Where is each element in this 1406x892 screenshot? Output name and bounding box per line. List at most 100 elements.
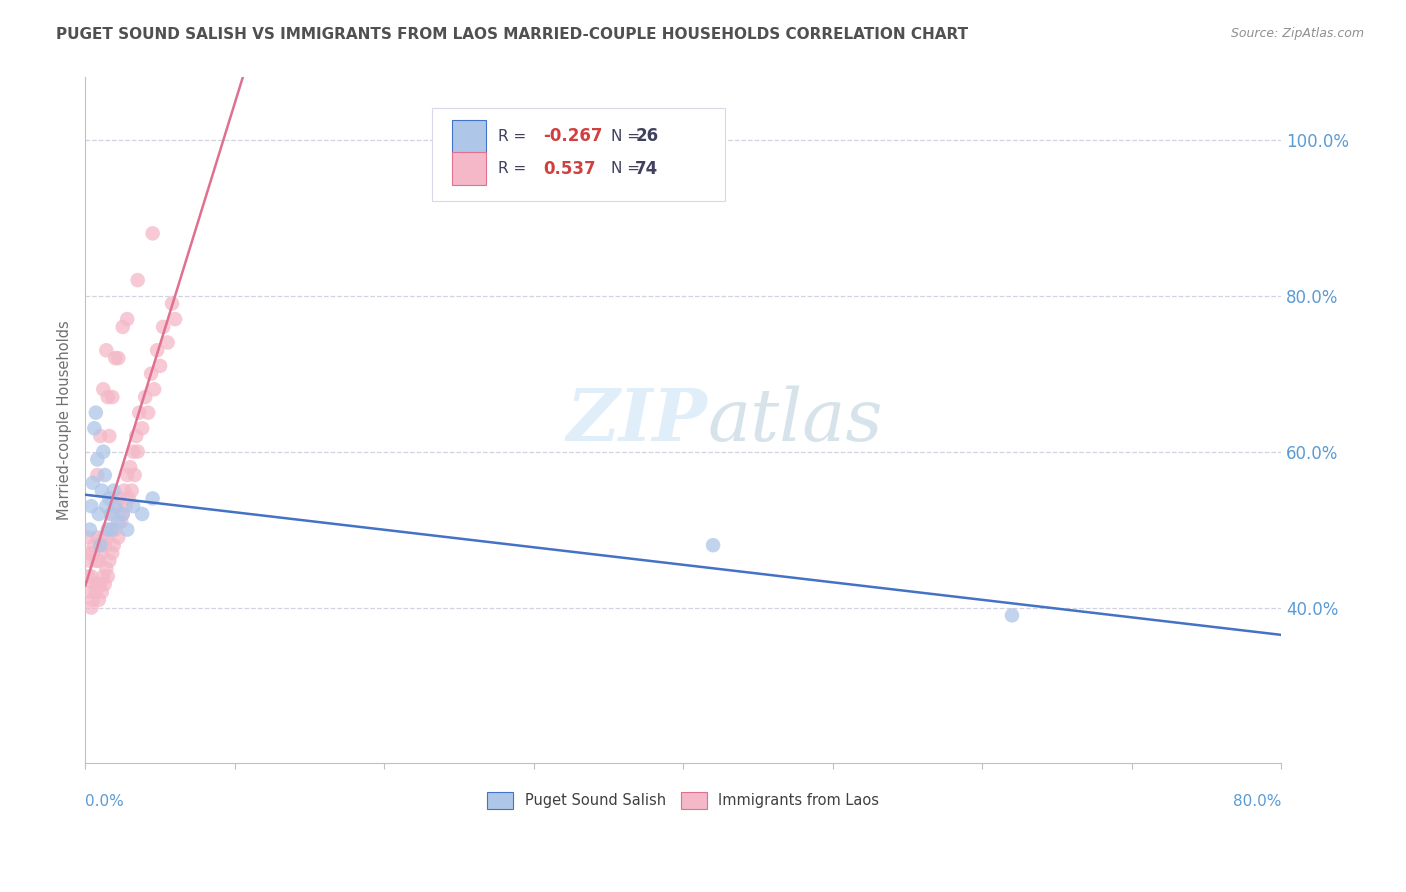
Text: R =: R = xyxy=(498,161,531,177)
Point xyxy=(94,577,117,591)
Point xyxy=(136,406,159,420)
Point xyxy=(97,523,120,537)
Point xyxy=(77,569,100,583)
Point xyxy=(98,554,121,568)
Point xyxy=(139,367,162,381)
Point xyxy=(114,499,136,513)
Point xyxy=(120,460,142,475)
Text: N =: N = xyxy=(612,129,645,144)
Point xyxy=(108,491,131,506)
Text: -0.267: -0.267 xyxy=(543,128,603,145)
Point xyxy=(90,546,112,560)
Point xyxy=(104,523,127,537)
Point xyxy=(94,538,117,552)
Text: N =: N = xyxy=(612,161,645,177)
Point xyxy=(115,468,138,483)
Point xyxy=(84,406,107,420)
Point xyxy=(105,499,128,513)
Point xyxy=(79,585,101,599)
Point xyxy=(97,569,120,583)
Point xyxy=(134,390,156,404)
Point xyxy=(101,546,124,560)
Text: 26: 26 xyxy=(636,128,658,145)
Point xyxy=(80,569,103,583)
Point xyxy=(91,444,114,458)
Point xyxy=(97,530,120,544)
Point xyxy=(124,468,146,483)
Point xyxy=(91,530,114,544)
Point xyxy=(89,538,111,552)
Point xyxy=(107,351,129,365)
Point xyxy=(104,499,127,513)
Point xyxy=(96,561,118,575)
Point xyxy=(156,335,179,350)
Point xyxy=(149,359,172,373)
Point xyxy=(86,530,108,544)
Point xyxy=(90,585,112,599)
Point xyxy=(111,507,134,521)
Point xyxy=(89,577,111,591)
Point xyxy=(112,483,135,498)
FancyBboxPatch shape xyxy=(453,153,486,186)
Point xyxy=(101,523,124,537)
Point xyxy=(87,592,110,607)
Point xyxy=(98,429,121,443)
Point xyxy=(104,351,127,365)
Point xyxy=(96,343,118,358)
Point xyxy=(1001,608,1024,623)
Point xyxy=(82,475,104,490)
Text: PUGET SOUND SALISH VS IMMIGRANTS FROM LAOS MARRIED-COUPLE HOUSEHOLDS CORRELATION: PUGET SOUND SALISH VS IMMIGRANTS FROM LA… xyxy=(56,27,969,42)
Point xyxy=(80,499,103,513)
Point xyxy=(87,554,110,568)
Text: atlas: atlas xyxy=(707,385,883,456)
Point xyxy=(103,538,125,552)
Point xyxy=(89,538,111,552)
Point xyxy=(82,546,104,560)
Point xyxy=(121,483,143,498)
Point xyxy=(83,421,105,435)
Point xyxy=(128,406,150,420)
Point xyxy=(142,227,165,241)
Point xyxy=(163,312,186,326)
Point xyxy=(76,546,98,560)
Point xyxy=(127,273,149,287)
Point xyxy=(111,319,134,334)
Text: 80.0%: 80.0% xyxy=(1233,795,1281,809)
Point xyxy=(131,421,153,435)
Point xyxy=(122,499,145,513)
Point xyxy=(79,554,101,568)
Point xyxy=(83,577,105,591)
Point xyxy=(94,468,117,483)
Point xyxy=(103,483,125,498)
Point xyxy=(100,507,122,521)
Point xyxy=(96,499,118,513)
Point xyxy=(87,507,110,521)
Point xyxy=(86,452,108,467)
Point xyxy=(86,577,108,591)
Point xyxy=(110,515,132,529)
Point xyxy=(97,390,120,404)
Point xyxy=(89,429,111,443)
Point xyxy=(91,569,114,583)
Point xyxy=(107,530,129,544)
Point xyxy=(82,592,104,607)
Text: 0.0%: 0.0% xyxy=(86,795,124,809)
Point xyxy=(77,530,100,544)
Point xyxy=(115,523,138,537)
Point xyxy=(122,444,145,458)
Point xyxy=(98,491,121,506)
FancyBboxPatch shape xyxy=(432,108,725,201)
Point xyxy=(83,538,105,552)
Text: Source: ZipAtlas.com: Source: ZipAtlas.com xyxy=(1230,27,1364,40)
Point xyxy=(101,390,124,404)
Text: ZIP: ZIP xyxy=(567,385,707,456)
Point xyxy=(86,468,108,483)
Legend: Puget Sound Salish, Immigrants from Laos: Puget Sound Salish, Immigrants from Laos xyxy=(481,786,886,814)
Point xyxy=(702,538,724,552)
Y-axis label: Married-couple Households: Married-couple Households xyxy=(58,320,72,520)
Point xyxy=(91,382,114,396)
Point xyxy=(160,296,183,310)
Point xyxy=(111,507,134,521)
Point xyxy=(80,600,103,615)
Point xyxy=(84,554,107,568)
